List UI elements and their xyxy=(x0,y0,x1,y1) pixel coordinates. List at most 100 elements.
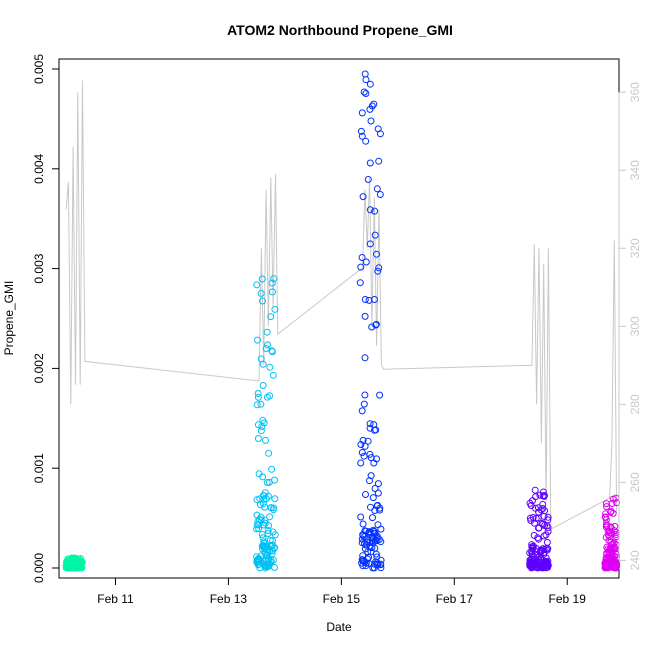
data-point xyxy=(533,548,540,556)
data-point xyxy=(369,526,377,534)
data-point xyxy=(544,557,552,565)
data-point xyxy=(259,492,267,499)
data-point xyxy=(607,524,615,532)
data-point xyxy=(374,267,382,275)
data-point xyxy=(601,559,609,567)
data-point xyxy=(263,479,271,486)
data-point xyxy=(372,321,380,329)
data-point xyxy=(271,564,278,571)
data-point xyxy=(361,312,369,320)
x-tick-label: Feb 17 xyxy=(436,592,474,606)
data-point xyxy=(359,562,367,570)
data-point xyxy=(367,472,375,480)
data-point xyxy=(530,531,538,539)
data-point xyxy=(539,505,547,512)
data-point xyxy=(361,296,369,303)
data-point xyxy=(529,497,536,505)
data-point xyxy=(271,305,279,313)
data-point xyxy=(265,449,273,457)
y2-tick-label: 320 xyxy=(628,238,642,258)
data-point xyxy=(376,191,384,198)
data-point xyxy=(361,70,369,78)
data-point xyxy=(359,520,367,528)
data-point xyxy=(358,535,366,543)
data-point xyxy=(268,279,276,287)
data-point xyxy=(367,454,375,462)
data-point xyxy=(367,548,375,556)
data-point xyxy=(366,80,374,88)
data-point xyxy=(369,514,376,522)
data-point xyxy=(371,507,379,514)
data-point xyxy=(371,231,379,239)
data-point xyxy=(531,519,538,527)
data-point xyxy=(360,557,368,565)
data-point xyxy=(366,420,374,428)
data-point xyxy=(264,492,272,500)
data-point xyxy=(269,371,277,379)
data-point xyxy=(366,159,374,167)
data-point xyxy=(361,442,369,450)
data-point xyxy=(264,341,272,349)
data-point xyxy=(526,561,534,569)
data-point xyxy=(361,391,369,399)
data-point xyxy=(373,250,380,258)
data-point xyxy=(364,437,372,445)
data-point xyxy=(358,132,366,140)
data-point xyxy=(357,513,365,521)
data-point xyxy=(526,549,534,557)
data-point xyxy=(376,506,384,514)
x-axis-label: Date xyxy=(326,620,352,634)
data-point xyxy=(360,88,368,96)
data-point xyxy=(375,157,383,165)
data-point xyxy=(371,544,379,552)
data-point xyxy=(362,541,370,549)
data-point xyxy=(374,521,382,529)
data-point xyxy=(262,436,269,444)
data-point xyxy=(531,556,538,563)
data-point xyxy=(541,507,549,515)
y2-tick-label: 360 xyxy=(628,82,642,102)
data-point xyxy=(68,554,76,562)
data-point xyxy=(359,193,367,201)
data-point xyxy=(254,390,262,397)
data-point xyxy=(266,392,274,400)
data-point xyxy=(601,513,609,521)
data-point xyxy=(262,552,270,560)
y2-tick-label: 260 xyxy=(628,472,642,492)
data-point xyxy=(78,558,86,566)
data-point xyxy=(269,288,276,296)
y-tick-label: 0.001 xyxy=(32,453,46,483)
data-point xyxy=(370,100,378,108)
data-point xyxy=(607,508,615,516)
data-point xyxy=(528,543,536,551)
data-point xyxy=(364,176,372,183)
data-point xyxy=(539,500,547,508)
data-point xyxy=(259,360,267,368)
series-5 xyxy=(601,494,621,572)
data-point xyxy=(67,562,75,570)
series-4 xyxy=(526,486,552,572)
data-point xyxy=(542,545,550,553)
data-point xyxy=(373,534,381,542)
data-point xyxy=(377,538,385,546)
data-point xyxy=(542,531,550,539)
data-point xyxy=(259,473,267,481)
y-tick-label: 0.004 xyxy=(32,153,46,183)
data-point xyxy=(357,441,365,448)
data-point xyxy=(266,363,274,371)
data-point xyxy=(535,535,543,543)
data-point xyxy=(271,531,279,539)
data-point xyxy=(259,297,266,305)
data-point xyxy=(365,296,373,304)
data-point xyxy=(603,503,611,511)
data-point xyxy=(265,522,273,530)
data-point xyxy=(358,449,366,456)
data-point xyxy=(369,494,377,502)
data-point xyxy=(367,117,375,125)
data-point xyxy=(602,533,610,541)
data-point xyxy=(610,539,618,547)
data-point xyxy=(359,436,367,444)
data-point xyxy=(357,459,365,467)
data-point xyxy=(543,538,551,546)
data-point xyxy=(373,537,381,545)
